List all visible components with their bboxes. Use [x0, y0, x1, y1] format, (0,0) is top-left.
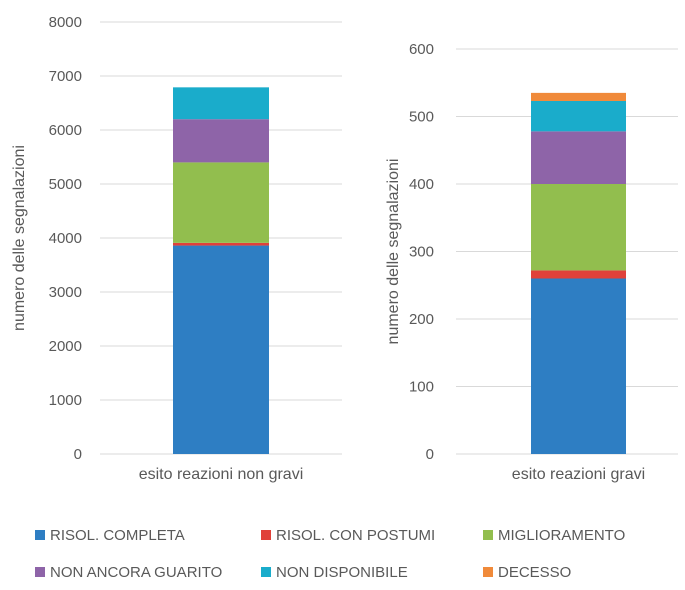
legend-swatch [35, 530, 45, 540]
legend-label: NON ANCORA GUARITO [50, 564, 222, 581]
legend-label: RISOL. CON POSTUMI [276, 527, 435, 544]
bar-segment-decesso [531, 92, 626, 101]
y-axis-label: numero delle segnalazioni [385, 159, 402, 345]
bar-segment-risol-con-postumi [173, 242, 269, 246]
legend-swatch [35, 567, 45, 577]
legend-label: RISOL. COMPLETA [50, 527, 185, 544]
chart-2: 0 100 200 300 400 500 600 esito reazioni gravi n… [385, 41, 678, 483]
bar-segment-risol-completa [531, 278, 626, 454]
y-tick-label: 600 [409, 41, 434, 58]
bar-segment-non-ancora-guarito [531, 131, 626, 184]
legend-item: RISOL. COMPLETA [35, 527, 185, 544]
y-tick-label: 200 [409, 311, 434, 328]
y-tick-label: 400 [409, 176, 434, 193]
bar-segment-miglioramento [173, 162, 269, 243]
y-axis-label: numero delle segnalazioni [11, 145, 28, 331]
legend-item: NON ANCORA GUARITO [35, 564, 222, 581]
legend-item: DECESSO [483, 564, 571, 581]
y-tick-label: 2000 [49, 338, 82, 355]
y-tick-label: 5000 [49, 176, 82, 193]
legend-swatch [261, 567, 271, 577]
bar-segment-non-ancora-guarito [173, 119, 269, 163]
bar-segment-risol-con-postumi [531, 270, 626, 279]
y-tick-label: 0 [74, 446, 82, 463]
chart-1: 0 1000 2000 3000 4000 5000 6000 7000 8000 esito r… [11, 14, 342, 483]
y-tick-label: 6000 [49, 122, 82, 139]
legend-swatch [261, 530, 271, 540]
y-tick-label: 3000 [49, 284, 82, 301]
y-tick-label: 500 [409, 109, 434, 126]
legend-item: NON DISPONIBILE [261, 564, 408, 581]
x-category-label: esito reazioni gravi [512, 466, 645, 483]
chart-legend: RISOL. COMPLETA RISOL. CON POSTUMI MIGLIOR… [35, 527, 625, 581]
bar-segment-miglioramento [531, 184, 626, 271]
bar-segment-non-disponibile [531, 100, 626, 132]
y-tick-label: 8000 [49, 14, 82, 31]
legend-swatch [483, 530, 493, 540]
y-tick-label: 4000 [49, 230, 82, 247]
bar-segment-non-disponibile [173, 87, 269, 120]
y-tick-label: 100 [409, 379, 434, 396]
y-tick-label: 1000 [49, 392, 82, 409]
legend-item: RISOL. CON POSTUMI [261, 527, 435, 544]
legend-label: NON DISPONIBILE [276, 564, 408, 581]
bar-segment-risol-completa [173, 245, 269, 454]
legend-label: MIGLIORAMENTO [498, 527, 625, 544]
legend-swatch [483, 567, 493, 577]
y-tick-label: 0 [426, 446, 434, 463]
y-tick-label: 7000 [49, 68, 82, 85]
x-category-label: esito reazioni non gravi [139, 466, 304, 483]
y-tick-label: 300 [409, 244, 434, 261]
legend-item: MIGLIORAMENTO [483, 527, 625, 544]
legend-label: DECESSO [498, 564, 571, 581]
